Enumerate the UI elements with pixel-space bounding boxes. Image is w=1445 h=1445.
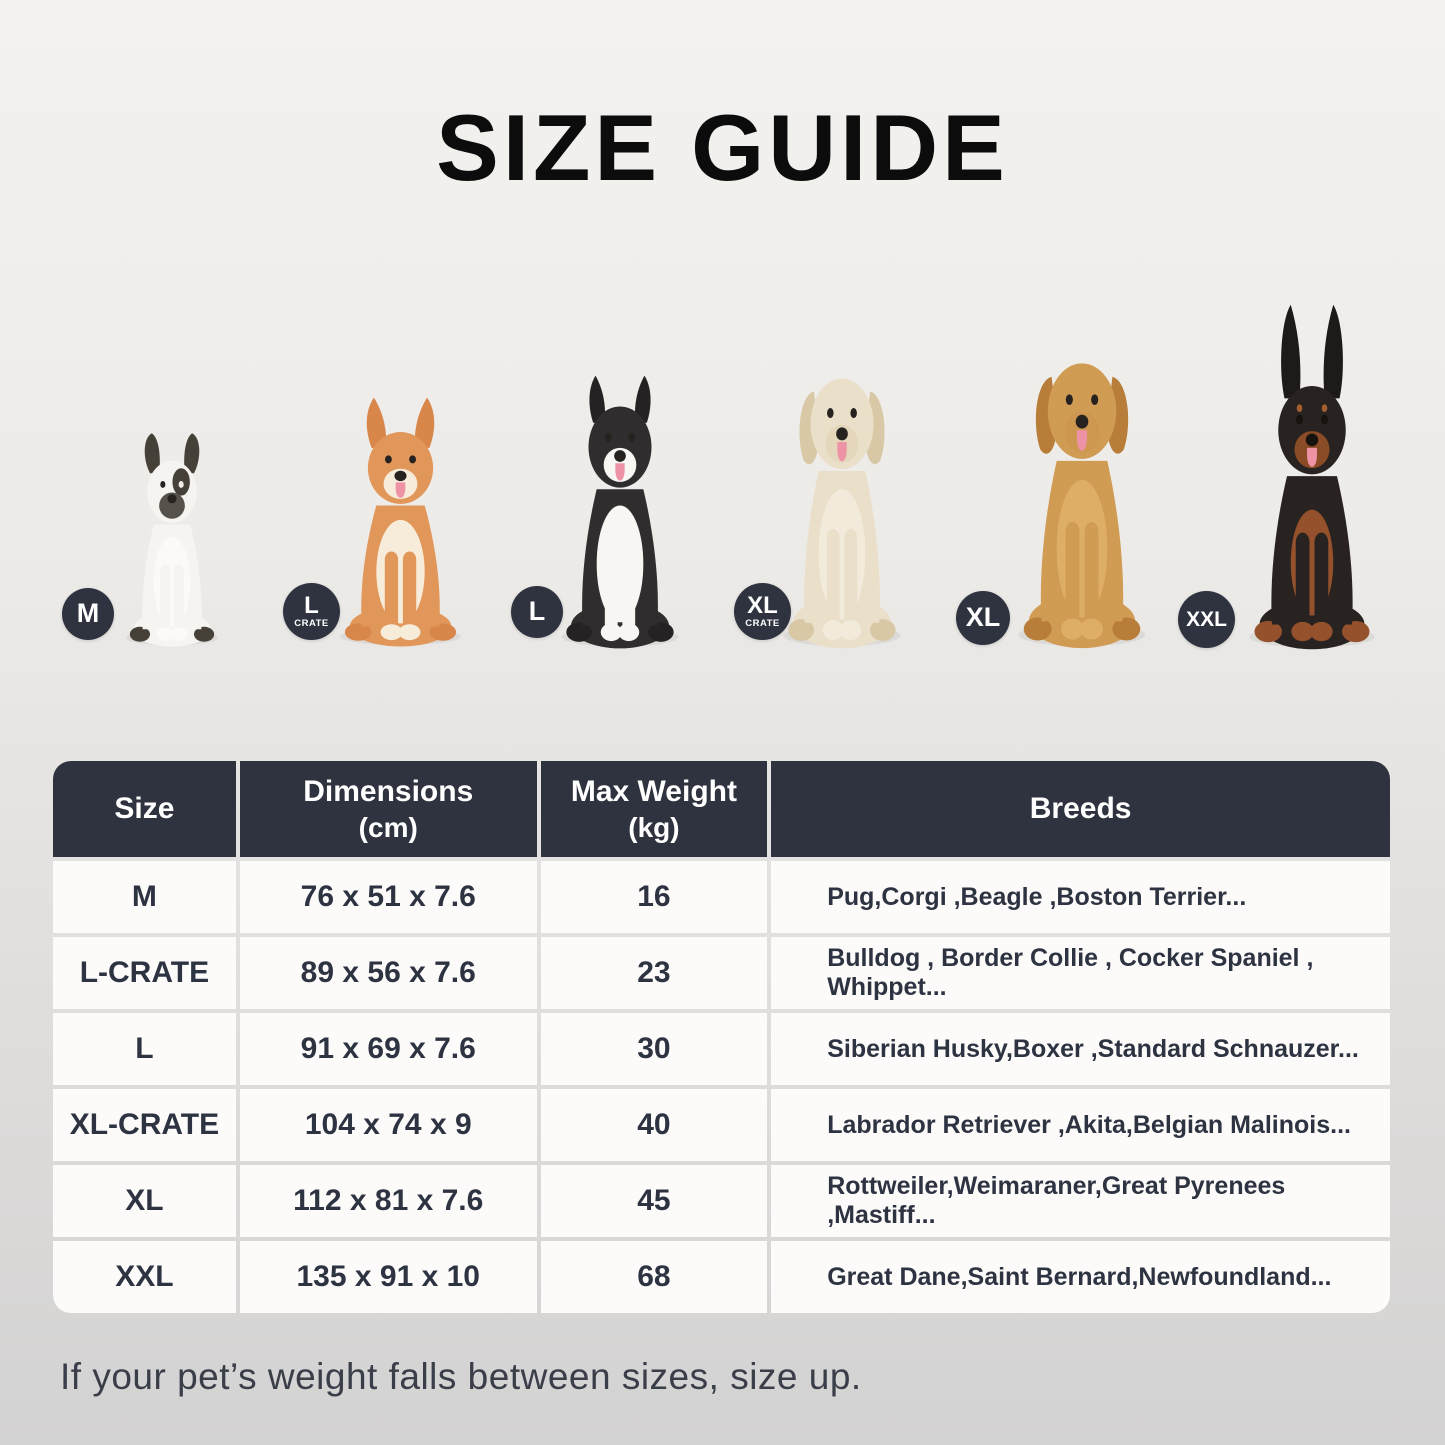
col-header-label: Size bbox=[114, 792, 175, 825]
badge-label: L bbox=[528, 596, 546, 626]
col-header-size: Size bbox=[53, 761, 236, 857]
doberman-image bbox=[1237, 303, 1387, 651]
table-row: XL 112 x 81 x 7.6 45 Rottweiler,Weimaran… bbox=[53, 1165, 1390, 1237]
col-header-unit: (kg) bbox=[628, 811, 680, 843]
french-bulldog-icon bbox=[126, 433, 218, 647]
table-row: M 76 x 51 x 7.6 16 Pug,Corgi ,Beagle ,Bo… bbox=[53, 861, 1390, 933]
size-cell: L bbox=[53, 1013, 236, 1085]
badge-label: XL bbox=[965, 602, 1001, 632]
badge-label: XL bbox=[747, 592, 778, 620]
dimensions-cell: 112 x 81 x 7.6 bbox=[239, 1165, 537, 1237]
badge-label: L bbox=[304, 592, 319, 620]
table-row: L-CRATE 89 x 56 x 7.6 23 Bulldog , Borde… bbox=[53, 937, 1390, 1009]
col-header-dimensions: Dimensions (cm) bbox=[239, 761, 537, 857]
labrador-image bbox=[772, 366, 912, 650]
doberman-icon bbox=[1249, 304, 1375, 650]
max-weight-cell: 16 bbox=[540, 861, 768, 933]
dimensions-cell: 104 x 74 x 9 bbox=[239, 1089, 537, 1161]
badge-label: XXL bbox=[1186, 607, 1227, 631]
breeds-cell: Rottweiler,Weimaraner,Great Pyrenees ,Ma… bbox=[771, 1165, 1390, 1237]
col-header-label: Max Weight bbox=[570, 774, 737, 808]
page-title: SIZE GUIDE bbox=[436, 95, 1009, 200]
max-weight-cell: 45 bbox=[540, 1165, 768, 1237]
max-weight-cell: 30 bbox=[540, 1013, 768, 1085]
col-header-label: Breeds bbox=[1029, 792, 1132, 825]
table-row: XL-CRATE 104 x 74 x 9 40 Labrador Retrie… bbox=[53, 1089, 1390, 1161]
badge-sub-label: CRATE bbox=[745, 618, 780, 630]
size-badge-xxl: XXL bbox=[1178, 591, 1235, 648]
breeds-cell: Bulldog , Border Collie , Cocker Spaniel… bbox=[771, 937, 1390, 1009]
dimensions-cell: 89 x 56 x 7.6 bbox=[239, 937, 537, 1009]
breeds-cell: Great Dane,Saint Bernard,Newfoundland... bbox=[771, 1241, 1390, 1313]
size-cell: M bbox=[53, 861, 236, 933]
col-header-unit: (cm) bbox=[358, 811, 418, 843]
table-row: L 91 x 69 x 7.6 30 Siberian Husky,Boxer … bbox=[53, 1013, 1390, 1085]
max-weight-cell: 23 bbox=[540, 937, 768, 1009]
breeds-cell: Siberian Husky,Boxer ,Standard Schnauzer… bbox=[771, 1013, 1390, 1085]
dimensions-cell: 76 x 51 x 7.6 bbox=[239, 861, 537, 933]
golden-retriever-image bbox=[1006, 350, 1158, 650]
size-cell: XL-CRATE bbox=[53, 1089, 236, 1161]
labrador-icon bbox=[783, 378, 901, 649]
size-badge-m: M bbox=[62, 588, 114, 640]
size-cell: L-CRATE bbox=[53, 937, 236, 1009]
breeds-cell: Labrador Retriever ,Akita,Belgian Malino… bbox=[771, 1089, 1390, 1161]
dimensions-cell: 91 x 69 x 7.6 bbox=[239, 1013, 537, 1085]
size-badge-xl-crate: XL CRATE bbox=[734, 583, 791, 640]
size-cell: XL bbox=[53, 1165, 236, 1237]
golden-retriever-icon bbox=[1018, 363, 1146, 649]
breeds-cell: Pug,Corgi ,Beagle ,Boston Terrier... bbox=[771, 861, 1390, 933]
col-header-max-weight: Max Weight (kg) bbox=[540, 761, 768, 857]
size-badge-xl: XL bbox=[956, 591, 1010, 645]
table-row: XXL 135 x 91 x 10 68 Great Dane,Saint Be… bbox=[53, 1241, 1390, 1313]
size-cell: XXL bbox=[53, 1241, 236, 1313]
dimensions-cell: 135 x 91 x 10 bbox=[239, 1241, 537, 1313]
col-header-label: Dimensions bbox=[303, 774, 474, 808]
shiba-inu-icon bbox=[340, 397, 461, 647]
col-header-breeds: Breeds bbox=[771, 761, 1390, 857]
shiba-inu-image bbox=[328, 396, 473, 648]
border-collie-icon bbox=[561, 375, 679, 649]
size-up-note: If your pet’s weight falls between sizes… bbox=[60, 1356, 862, 1397]
max-weight-cell: 68 bbox=[540, 1241, 768, 1313]
badge-sub-label: CRATE bbox=[294, 618, 329, 630]
size-table: Size Dimensions (cm) Max Weight (kg) Bre… bbox=[49, 757, 1394, 1317]
size-badge-l-crate: L CRATE bbox=[283, 583, 340, 640]
border-collie-image bbox=[550, 374, 690, 650]
size-badge-l: L bbox=[511, 586, 563, 638]
badge-label: M bbox=[76, 598, 100, 628]
french-bulldog-image bbox=[117, 432, 227, 648]
max-weight-cell: 40 bbox=[540, 1089, 768, 1161]
table-header-row: Size Dimensions (cm) Max Weight (kg) Bre… bbox=[53, 761, 1390, 857]
